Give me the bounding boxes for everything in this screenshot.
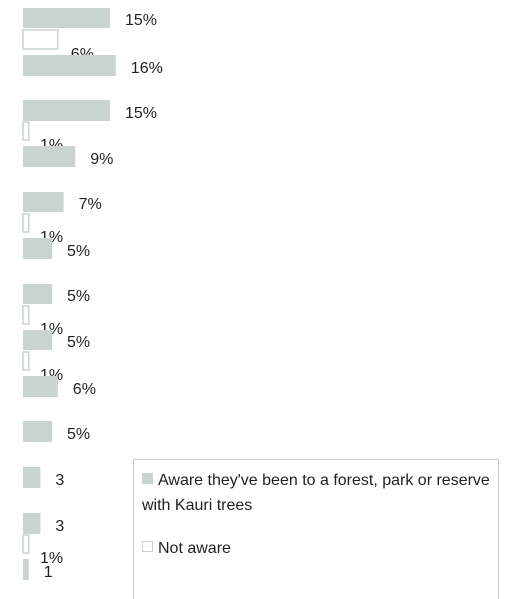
bar-label-0: 15% [125, 12, 157, 29]
legend: Aware they've been to a forest, park or … [133, 459, 499, 599]
bar-label-5: 9% [90, 151, 113, 168]
bar-aware-3 [23, 100, 110, 121]
legend-item-not-aware: Not aware [142, 536, 231, 561]
bar-label-9: 5% [67, 288, 90, 305]
legend-label-aware: Aware they've been to a forest, park or … [142, 472, 490, 514]
bar-not_aware-17 [22, 534, 30, 554]
bar-not_aware-12 [22, 351, 30, 371]
bar-overall-8 [23, 238, 52, 259]
bar-aware-9 [23, 284, 52, 304]
bar-not_aware-4 [22, 121, 30, 141]
bar-aware-6 [23, 192, 64, 212]
bar-label-6: 7% [79, 196, 102, 213]
legend-label-not-aware: Not aware [158, 540, 231, 557]
bar-not_aware-10 [22, 305, 30, 325]
bar-overall-15 [23, 467, 41, 488]
bar-label-13: 6% [73, 381, 96, 398]
bar-label-16: 3 [55, 518, 64, 535]
legend-swatch-aware [142, 473, 153, 484]
bar-label-17: 1% [40, 550, 63, 567]
bar-overall-13 [23, 376, 58, 397]
bar-label-11: 5% [67, 334, 90, 351]
bar-label-15: 3 [55, 472, 64, 489]
bar-overall-5 [23, 146, 76, 167]
legend-item-aware: Aware they've been to a forest, park or … [142, 468, 494, 518]
bar-not_aware-1 [22, 29, 59, 50]
bar-aware-16 [23, 513, 41, 534]
bar-label-8: 5% [67, 243, 90, 260]
bar-overall-18 [23, 559, 29, 580]
bar-label-2: 16% [131, 60, 163, 77]
bar-aware-0 [23, 8, 110, 28]
bar-overall-14 [23, 421, 52, 442]
bar-aware-11 [23, 330, 52, 350]
bar-overall-2 [23, 55, 116, 76]
bar-label-18: 1 [44, 564, 53, 581]
legend-swatch-not-aware [142, 541, 153, 552]
bar-label-3: 15% [125, 105, 157, 122]
bar-not_aware-7 [22, 213, 30, 233]
bar-label-14: 5% [67, 426, 90, 443]
